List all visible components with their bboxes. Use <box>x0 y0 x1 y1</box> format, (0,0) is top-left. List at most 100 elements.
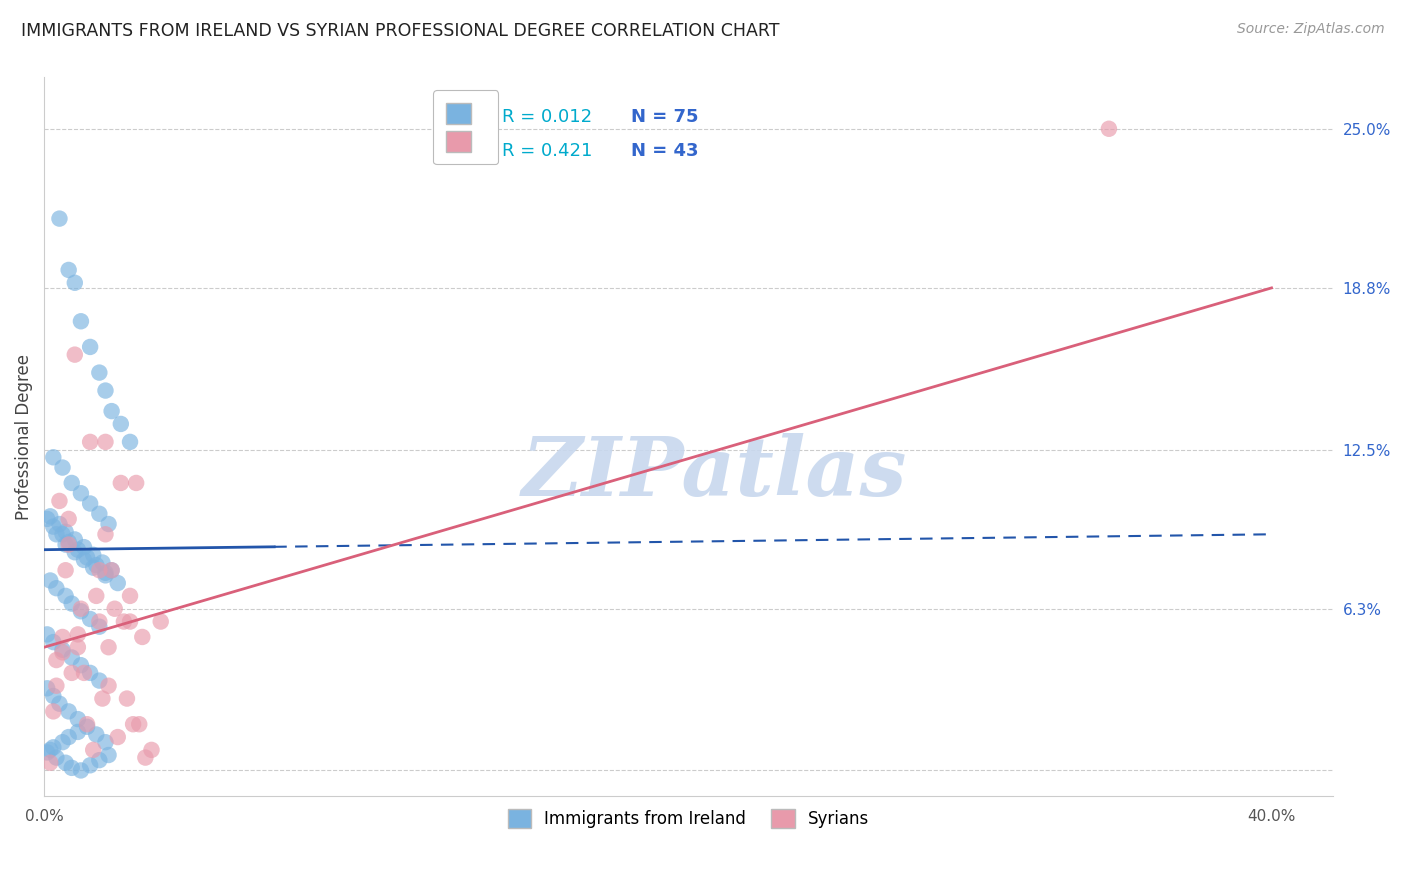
Point <box>63 276 86 290</box>
Point <box>89 615 111 629</box>
Point <box>82 560 104 574</box>
Text: R = 0.421: R = 0.421 <box>502 142 592 161</box>
Legend: Immigrants from Ireland, Syrians: Immigrants from Ireland, Syrians <box>501 802 876 835</box>
Point <box>89 507 111 521</box>
Point <box>42 740 65 755</box>
Point <box>45 653 67 667</box>
Point <box>79 434 101 449</box>
Point <box>94 434 117 449</box>
Point <box>118 615 141 629</box>
Point <box>70 601 93 615</box>
Point <box>66 725 89 739</box>
Point <box>58 512 80 526</box>
Point <box>97 516 120 531</box>
Point <box>107 576 129 591</box>
Point <box>42 635 65 649</box>
Point <box>42 519 65 533</box>
Point <box>89 620 111 634</box>
Point <box>51 735 73 749</box>
Point <box>97 679 120 693</box>
Point <box>94 566 117 580</box>
Point <box>37 512 59 526</box>
Point <box>110 475 132 490</box>
Point <box>58 730 80 744</box>
Text: N = 43: N = 43 <box>630 142 697 161</box>
Point <box>118 434 141 449</box>
Point <box>100 563 122 577</box>
Point <box>97 640 120 655</box>
Point <box>84 589 107 603</box>
Point <box>39 743 62 757</box>
Point <box>51 460 73 475</box>
Point <box>37 746 59 760</box>
Point <box>60 475 83 490</box>
Point <box>48 697 70 711</box>
Point <box>84 558 107 573</box>
Point <box>42 705 65 719</box>
Point <box>39 756 62 770</box>
Point <box>63 533 86 547</box>
Point <box>63 348 86 362</box>
Point <box>66 712 89 726</box>
Point <box>94 527 117 541</box>
Point <box>76 717 98 731</box>
Y-axis label: Professional Degree: Professional Degree <box>15 354 32 520</box>
Point <box>89 673 111 688</box>
Point <box>58 705 80 719</box>
Point <box>94 568 117 582</box>
Point <box>51 642 73 657</box>
Point <box>48 211 70 226</box>
Point <box>70 314 93 328</box>
Point <box>115 691 138 706</box>
Point <box>60 597 83 611</box>
Point <box>70 486 93 500</box>
Point <box>91 556 114 570</box>
Point <box>51 630 73 644</box>
Point <box>66 627 89 641</box>
Point <box>73 665 96 680</box>
Point <box>37 627 59 641</box>
Point <box>48 494 70 508</box>
Point <box>89 753 111 767</box>
Point <box>91 691 114 706</box>
Point <box>82 743 104 757</box>
Point <box>58 263 80 277</box>
Point <box>112 615 135 629</box>
Point <box>55 589 77 603</box>
Point <box>66 640 89 655</box>
Point <box>94 384 117 398</box>
Point <box>66 542 89 557</box>
Point <box>45 679 67 693</box>
Point <box>45 527 67 541</box>
Point <box>60 665 83 680</box>
Point <box>141 743 163 757</box>
Point <box>131 630 153 644</box>
Point <box>79 665 101 680</box>
Point <box>94 735 117 749</box>
Text: N = 75: N = 75 <box>630 108 697 127</box>
Point <box>149 615 172 629</box>
Point <box>73 540 96 554</box>
Point <box>42 689 65 703</box>
Point <box>70 604 93 618</box>
Point <box>51 527 73 541</box>
Point <box>55 537 77 551</box>
Point <box>58 535 80 549</box>
Point <box>79 496 101 510</box>
Point <box>63 545 86 559</box>
Point <box>134 750 156 764</box>
Point <box>84 727 107 741</box>
Point <box>70 658 93 673</box>
Text: IMMIGRANTS FROM IRELAND VS SYRIAN PROFESSIONAL DEGREE CORRELATION CHART: IMMIGRANTS FROM IRELAND VS SYRIAN PROFES… <box>21 22 779 40</box>
Point <box>76 720 98 734</box>
Point <box>110 417 132 431</box>
Text: Source: ZipAtlas.com: Source: ZipAtlas.com <box>1237 22 1385 37</box>
Point <box>70 764 93 778</box>
Point <box>1098 121 1121 136</box>
Text: ZIPatlas: ZIPatlas <box>522 433 907 513</box>
Point <box>104 601 127 615</box>
Point <box>122 717 145 731</box>
Point <box>73 553 96 567</box>
Text: R = 0.012: R = 0.012 <box>502 108 592 127</box>
Point <box>55 563 77 577</box>
